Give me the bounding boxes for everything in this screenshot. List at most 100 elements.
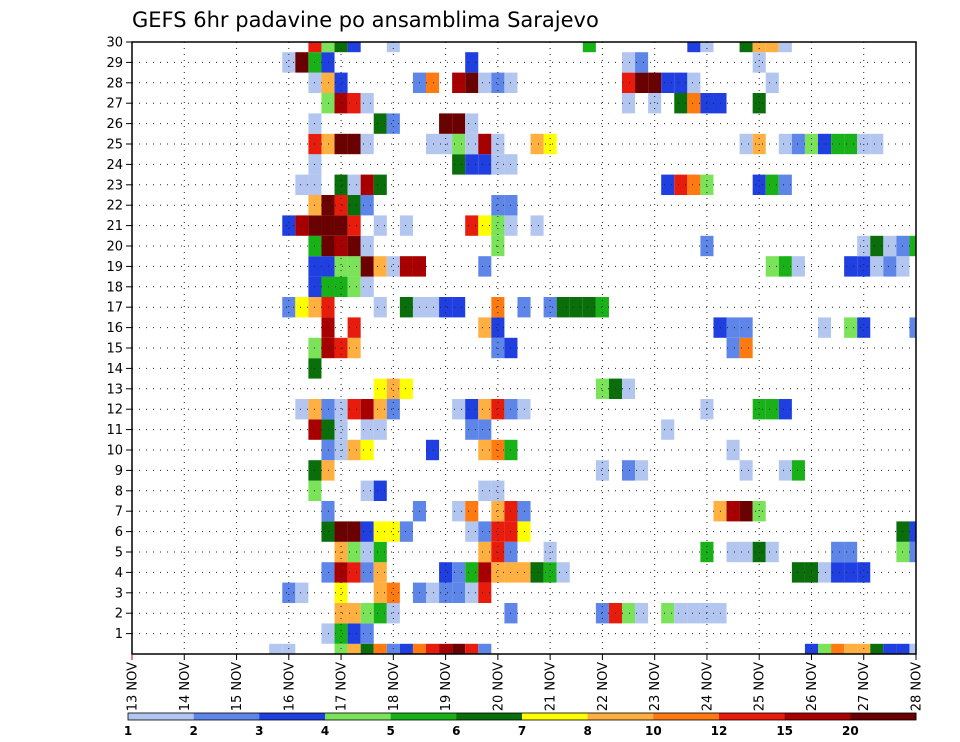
legend-label: 7 <box>518 724 526 738</box>
heatmap-cell <box>399 256 413 277</box>
heatmap-cell <box>334 42 348 53</box>
heatmap-cell <box>347 93 361 114</box>
heatmap-cell <box>478 521 492 542</box>
heatmap-cell <box>478 562 492 583</box>
heatmap-cell <box>791 133 805 155</box>
heatmap-cell <box>360 643 374 654</box>
heatmap-cell <box>386 113 400 134</box>
heatmap-cell <box>465 582 479 603</box>
heatmap-cell <box>739 337 753 359</box>
heatmap-cell <box>439 113 453 134</box>
legend-swatch <box>653 713 720 720</box>
y-tick-label: 8 <box>115 484 123 499</box>
heatmap-cell <box>452 113 466 134</box>
heatmap-cell <box>373 562 387 583</box>
heatmap-cell <box>778 399 792 420</box>
heatmap-cell <box>674 72 688 93</box>
heatmap-cell <box>334 174 348 195</box>
heatmap-cell <box>739 541 753 563</box>
heatmap-cell <box>870 643 884 654</box>
y-tick-label: 2 <box>115 607 123 622</box>
heatmap-cell <box>661 174 675 195</box>
legend-swatch <box>456 713 523 720</box>
y-tick-label: 23 <box>106 178 123 193</box>
y-tick-label: 26 <box>106 117 123 132</box>
heatmap-cell <box>778 133 792 155</box>
heatmap-cell <box>831 133 845 155</box>
heatmap-cell <box>426 643 440 654</box>
heatmap-cell <box>491 215 505 236</box>
heatmap-cell <box>674 93 688 114</box>
y-tick-label: 17 <box>106 301 123 316</box>
heatmap-cell <box>347 439 361 461</box>
legend-label: 10 <box>645 724 662 738</box>
y-tick-label: 12 <box>106 403 123 418</box>
heatmap-cell <box>556 562 570 583</box>
x-tick-label: 14 NOV <box>178 662 193 711</box>
heatmap-cell <box>831 541 845 563</box>
heatmap-cell <box>373 480 387 501</box>
heatmap-cell <box>491 480 505 501</box>
heatmap-cell <box>452 72 466 93</box>
y-tick-label: 6 <box>115 525 123 540</box>
heatmap-cell <box>530 215 544 236</box>
heatmap-cell <box>582 42 596 53</box>
legend-swatch <box>587 713 654 720</box>
heatmap-cell <box>399 297 413 318</box>
heatmap-cell <box>373 378 387 399</box>
heatmap-cell <box>399 643 413 654</box>
legend-label: 15 <box>776 724 793 738</box>
heatmap-cell <box>870 235 884 257</box>
heatmap-cell <box>778 174 792 195</box>
y-tick-label: 9 <box>115 464 123 479</box>
heatmap-cell <box>334 276 348 297</box>
heatmap-cell <box>909 643 916 654</box>
heatmap-cell <box>321 42 335 53</box>
heatmap-cell <box>765 42 779 53</box>
x-tick-label: 28 NOV <box>910 662 925 711</box>
heatmap-cell <box>347 42 361 53</box>
legend-label: 1 <box>124 724 132 738</box>
heatmap-cell <box>896 643 910 654</box>
heatmap-cell <box>347 623 361 644</box>
heatmap-cell <box>582 297 596 318</box>
heatmap-cell <box>491 562 505 583</box>
heatmap-cell <box>661 419 675 440</box>
heatmap-cell <box>765 174 779 195</box>
heatmap-cell <box>439 582 453 603</box>
heatmap-cell <box>556 297 570 318</box>
heatmap-cell <box>360 603 374 624</box>
heatmap-cell <box>635 72 649 93</box>
heatmap-cell <box>360 521 374 542</box>
heatmap-cell <box>661 72 675 93</box>
heatmap-cell <box>687 93 701 114</box>
heatmap-cell <box>491 399 505 420</box>
heatmap-cell <box>360 276 374 297</box>
legend-label: 20 <box>842 724 859 738</box>
y-tick-label: 5 <box>115 546 123 561</box>
heatmap-cell <box>478 399 492 420</box>
heatmap-cell <box>334 72 348 93</box>
heatmap-cell <box>439 562 453 583</box>
heatmap-cell <box>347 195 361 216</box>
heatmap-cell <box>347 337 361 359</box>
heatmap-cell <box>465 419 479 440</box>
x-tick-label: 24 NOV <box>700 662 715 711</box>
heatmap-cell <box>386 521 400 542</box>
heatmap-cell <box>726 501 740 522</box>
heatmap-cell <box>373 256 387 277</box>
x-tick-label: 21 NOV <box>544 662 559 711</box>
heatmap-cell <box>452 399 466 420</box>
heatmap-cell <box>373 582 387 603</box>
x-tick-label: 15 NOV <box>230 662 245 711</box>
x-tick-label: 18 NOV <box>387 662 402 711</box>
heatmap-cell <box>334 582 348 603</box>
heatmap-cell <box>386 582 400 603</box>
heatmap-cell <box>491 195 505 216</box>
y-tick-label: 22 <box>106 199 123 214</box>
heatmap-cell <box>347 562 361 583</box>
heatmap-cell <box>478 480 492 501</box>
y-tick-label: 13 <box>106 382 123 397</box>
heatmap-cell <box>334 419 348 440</box>
heatmap-cell <box>739 133 753 155</box>
